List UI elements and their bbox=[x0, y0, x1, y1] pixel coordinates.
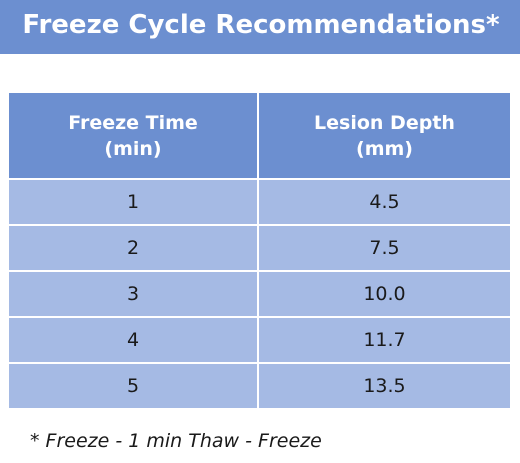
table-row: 3 10.0 bbox=[9, 270, 510, 318]
table-row: 2 7.5 bbox=[9, 224, 510, 272]
table-row: 1 4.5 bbox=[9, 178, 510, 226]
header-lesion-depth-label: Lesion Depth bbox=[314, 111, 455, 134]
freeze-time-cell: 3 bbox=[9, 270, 259, 318]
freeze-time-cell: 1 bbox=[9, 178, 259, 226]
footnote: * Freeze - 1 min Thaw - Freeze bbox=[30, 430, 322, 452]
header-freeze-time: Freeze Time (min) bbox=[9, 93, 259, 180]
header-freeze-time-unit: (min) bbox=[104, 137, 162, 160]
lesion-depth-cell: 13.5 bbox=[257, 362, 510, 408]
header-freeze-time-label: Freeze Time bbox=[68, 111, 198, 134]
lesion-depth-cell: 11.7 bbox=[257, 316, 510, 364]
freeze-cycle-table: Freeze Time (min) Lesion Depth (mm) 1 4.… bbox=[9, 93, 510, 408]
lesion-depth-cell: 4.5 bbox=[257, 178, 510, 226]
freeze-time-cell: 4 bbox=[9, 316, 259, 364]
header-lesion-depth-unit: (mm) bbox=[356, 137, 413, 160]
page-title: Freeze Cycle Recommendations* bbox=[0, 0, 520, 54]
header-lesion-depth: Lesion Depth (mm) bbox=[257, 93, 510, 180]
freeze-time-cell: 2 bbox=[9, 224, 259, 272]
lesion-depth-cell: 10.0 bbox=[257, 270, 510, 318]
table-row: 4 11.7 bbox=[9, 316, 510, 364]
lesion-depth-cell: 7.5 bbox=[257, 224, 510, 272]
freeze-time-cell: 5 bbox=[9, 362, 259, 408]
table-header-row: Freeze Time (min) Lesion Depth (mm) bbox=[9, 93, 510, 180]
table-row: 5 13.5 bbox=[9, 362, 510, 408]
